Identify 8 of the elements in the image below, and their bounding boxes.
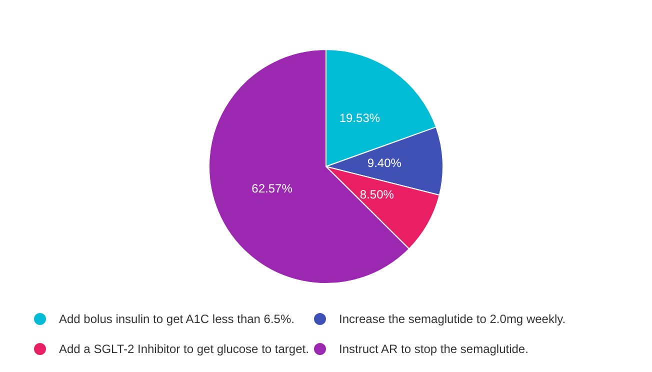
legend-label: Instruct AR to stop the semaglutide. (339, 342, 528, 356)
data-label: 8.50% (360, 188, 394, 202)
data-label: 19.53% (339, 110, 380, 125)
data-label: 9.40% (367, 156, 402, 170)
legend-label: Add bolus insulin to get A1C less than 6.5%. (59, 312, 294, 326)
legend-label: Increase the semaglutide to 2.0mg weekly. (339, 312, 566, 326)
data-label: 62.57% (252, 181, 293, 196)
legend-label: Add a SGLT-2 Inhibitor to get glucose to target. (59, 342, 309, 356)
